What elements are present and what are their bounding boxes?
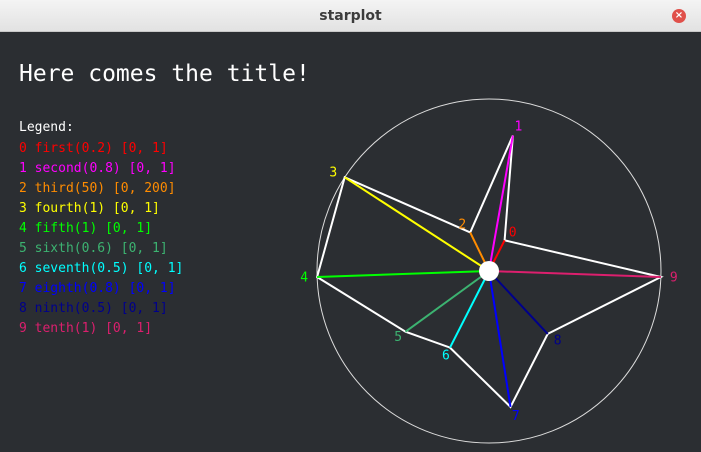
window-titlebar[interactable]: starplot × — [0, 0, 701, 32]
axis-label-fifth: 4 — [300, 270, 308, 285]
spoke-seventh — [449, 270, 490, 349]
spoke-eighth — [488, 270, 512, 408]
chart-title: Here comes the title! — [19, 61, 310, 87]
outer-circle — [316, 98, 662, 444]
legend-entry-sixth: 5 sixth(0.6) [0, 1] — [19, 241, 168, 256]
spoke-tenth — [488, 270, 661, 278]
axis-label-first: 0 — [509, 225, 517, 240]
spoke-sixth — [404, 270, 490, 333]
spokes — [317, 135, 661, 408]
axis-labels: 0 1 2 3 4 5 6 7 8 9 — [300, 120, 677, 424]
legend-entry-seventh: 6 seventh(0.5) [0, 1] — [19, 261, 184, 276]
axis-label-ninth: 8 — [554, 334, 562, 349]
legend-entry-eighth: 7 eighth(0.8) [0, 1] — [19, 281, 176, 296]
center-dot — [479, 261, 499, 281]
legend-entry-ninth: 8 ninth(0.5) [0, 1] — [19, 301, 168, 316]
star-plot: 0 1 2 3 4 5 6 7 8 9 — [300, 98, 678, 444]
spoke-fourth — [344, 176, 490, 272]
legend-title: Legend: — [19, 120, 74, 135]
legend-entry-third: 2 third(50) [0, 200] — [19, 181, 176, 196]
axis-label-eighth: 7 — [512, 409, 520, 424]
legend-entry-fourth: 3 fourth(1) [0, 1] — [19, 201, 160, 216]
axis-label-tenth: 9 — [670, 270, 678, 285]
spoke-fifth — [317, 270, 490, 278]
legend-entry-first: 0 first(0.2) [0, 1] — [19, 141, 168, 156]
window-title: starplot — [319, 8, 382, 24]
close-icon: × — [674, 10, 684, 21]
spoke-ninth — [488, 270, 549, 335]
legend: 0 first(0.2) [0, 1] 1 second(0.8) [0, 1]… — [19, 139, 183, 339]
axis-label-fourth: 3 — [329, 165, 337, 180]
axis-label-second: 1 — [515, 120, 523, 135]
legend-entry-second: 1 second(0.8) [0, 1] — [19, 161, 176, 176]
axis-label-seventh: 6 — [442, 349, 450, 364]
legend-entry-tenth: 9 tenth(1) [0, 1] — [19, 321, 153, 336]
close-button[interactable]: × — [672, 9, 686, 23]
axis-label-sixth: 5 — [394, 330, 402, 345]
spoke-second — [488, 135, 514, 272]
plot-canvas: Here comes the title! Legend: 0 first(0.… — [0, 32, 701, 452]
axis-label-third: 2 — [458, 217, 466, 232]
legend-entry-fifth: 4 fifth(1) [0, 1] — [19, 221, 153, 236]
